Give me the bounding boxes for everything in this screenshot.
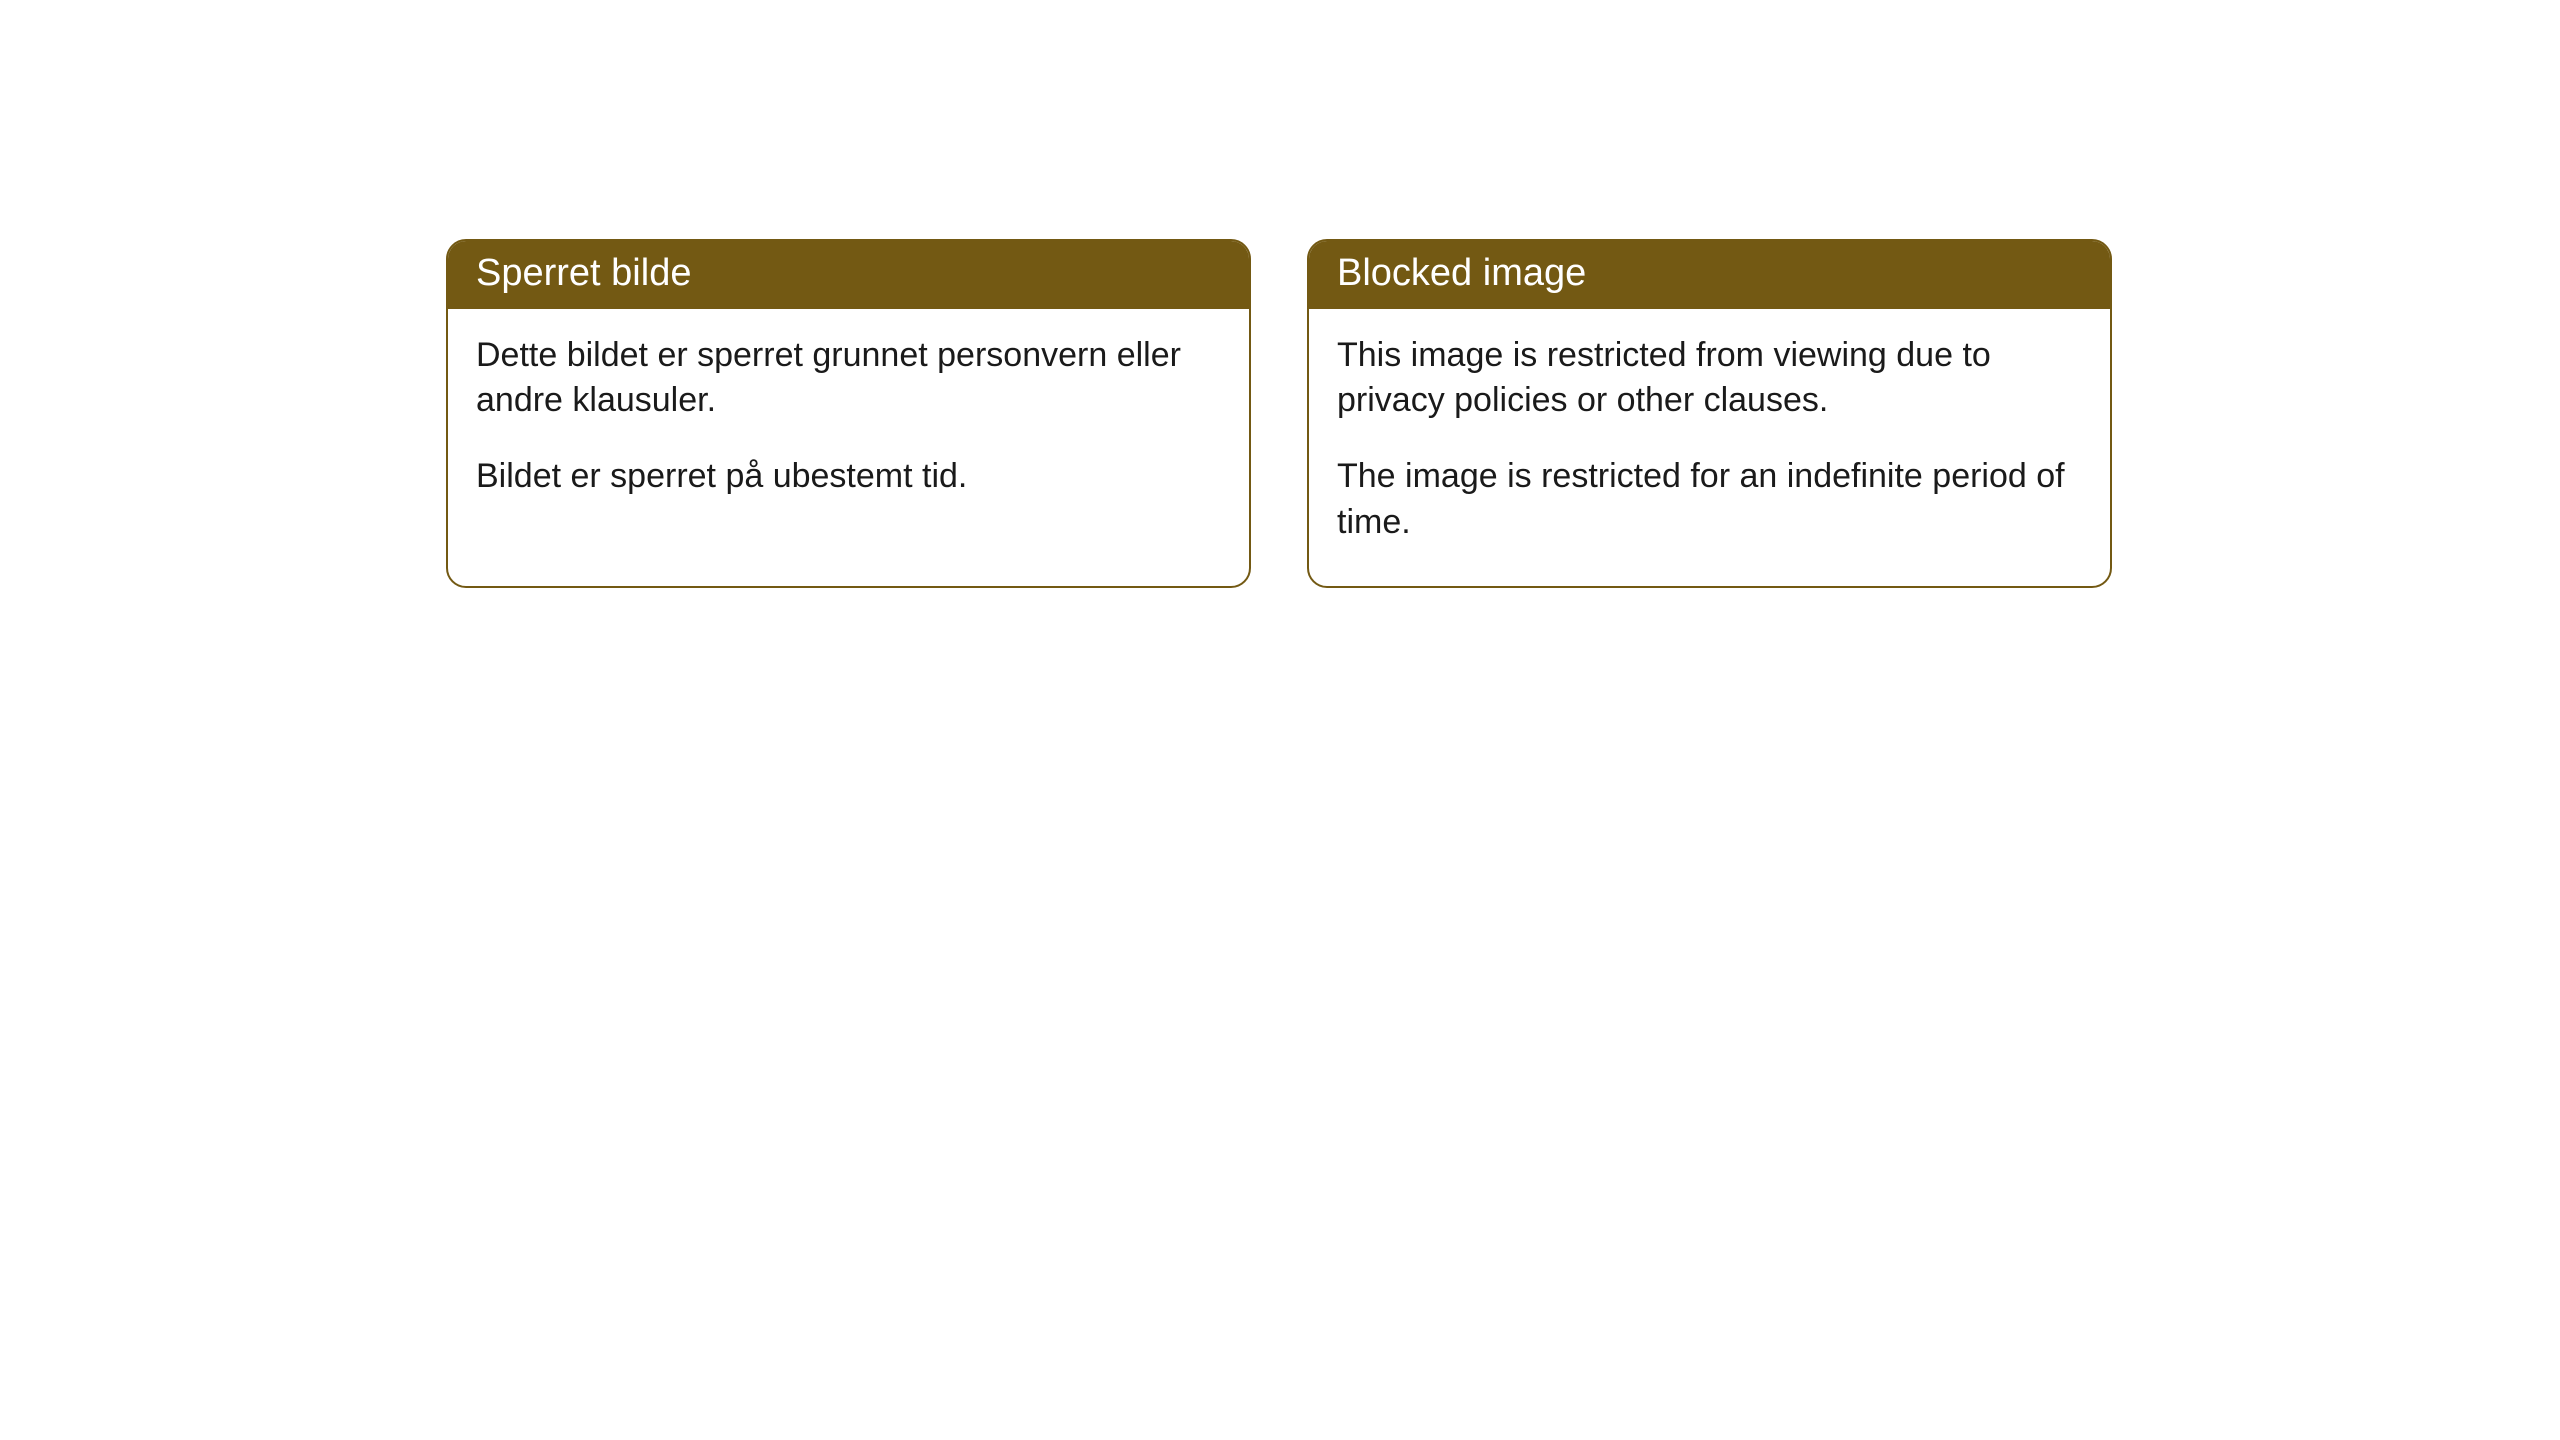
card-body: This image is restricted from viewing du… — [1309, 309, 2110, 587]
card-paragraph: This image is restricted from viewing du… — [1337, 333, 2082, 425]
card-header: Blocked image — [1309, 241, 2110, 309]
card-body: Dette bildet er sperret grunnet personve… — [448, 309, 1249, 541]
notice-cards-container: Sperret bilde Dette bildet er sperret gr… — [446, 239, 2112, 588]
card-paragraph: The image is restricted for an indefinit… — [1337, 454, 2082, 546]
card-paragraph: Dette bildet er sperret grunnet personve… — [476, 333, 1221, 425]
notice-card-norwegian: Sperret bilde Dette bildet er sperret gr… — [446, 239, 1251, 588]
card-header: Sperret bilde — [448, 241, 1249, 309]
card-paragraph: Bildet er sperret på ubestemt tid. — [476, 454, 1221, 500]
notice-card-english: Blocked image This image is restricted f… — [1307, 239, 2112, 588]
